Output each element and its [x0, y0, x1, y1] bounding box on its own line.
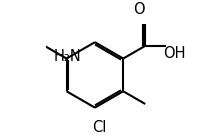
Text: O: O — [133, 2, 144, 17]
Text: OH: OH — [163, 46, 186, 61]
Text: H₂N: H₂N — [54, 49, 82, 64]
Text: Cl: Cl — [92, 120, 106, 135]
